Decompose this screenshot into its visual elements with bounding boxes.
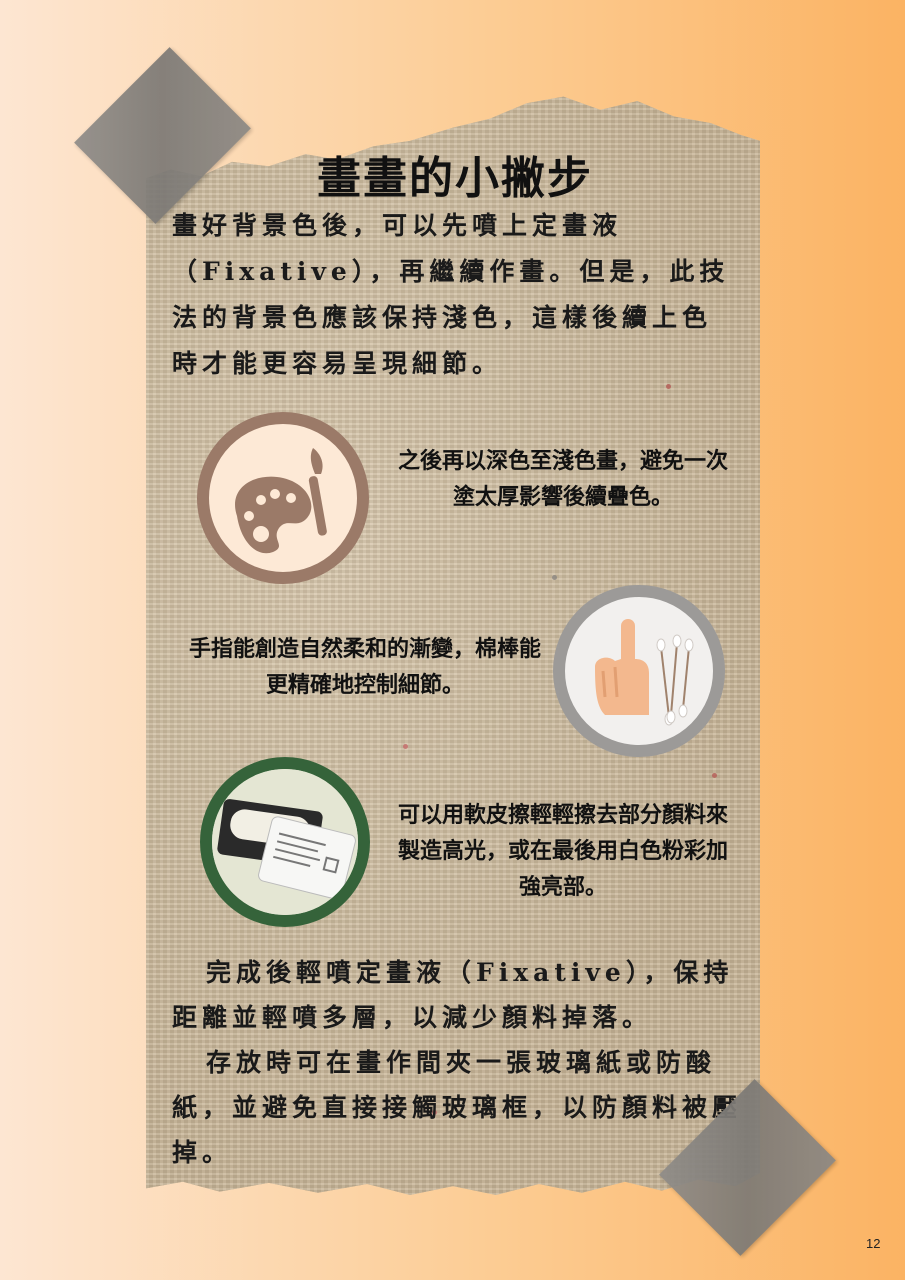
paper-speck: [552, 575, 557, 580]
storage-paragraph: 存放時可在畫作間夾一張玻璃紙或防酸紙，並避免直接接觸玻璃框，以防顏料被壓掉。: [172, 1048, 743, 1167]
paper-speck: [432, 1110, 437, 1115]
outro-section: 完成後輕噴定畫液（Fixative），保持距離並輕噴多層，以減少顏料掉落。 存放…: [172, 950, 744, 1175]
intro-paragraph: 畫好背景色後，可以先噴上定畫液（Fixative），再繼續作畫。但是，此技法的背…: [172, 211, 730, 378]
paper-speck: [403, 744, 408, 749]
palette-icon: [235, 448, 327, 554]
paper-speck: [712, 773, 717, 778]
paper-speck: [666, 384, 671, 389]
finger-cotton-swab-icon: [595, 619, 694, 726]
page-title: 畫畫的小撇步: [317, 153, 593, 204]
page-number: 12: [866, 1236, 881, 1251]
fixative-paragraph: 完成後輕噴定畫液（Fixative），保持距離並輕噴多層，以減少顏料掉落。: [172, 958, 734, 1032]
palette-circle: [197, 412, 369, 584]
tip-finger-and-swab: 手指能創造自然柔和的漸變，棉棒能更精確地控制細節。: [188, 637, 541, 698]
tip-paint-dark-to-light: 之後再以深色至淺色畫，避免一次塗太厚影響後續疊色。: [397, 449, 728, 510]
eraser-circle: [200, 757, 370, 927]
finger-swab-circle: [553, 585, 725, 757]
tip-eraser-highlights: 可以用軟皮擦輕輕擦去部分顏料來製造高光，或在最後用白色粉彩加強亮部。: [397, 803, 728, 900]
kneaded-eraser-icon: [212, 769, 358, 915]
